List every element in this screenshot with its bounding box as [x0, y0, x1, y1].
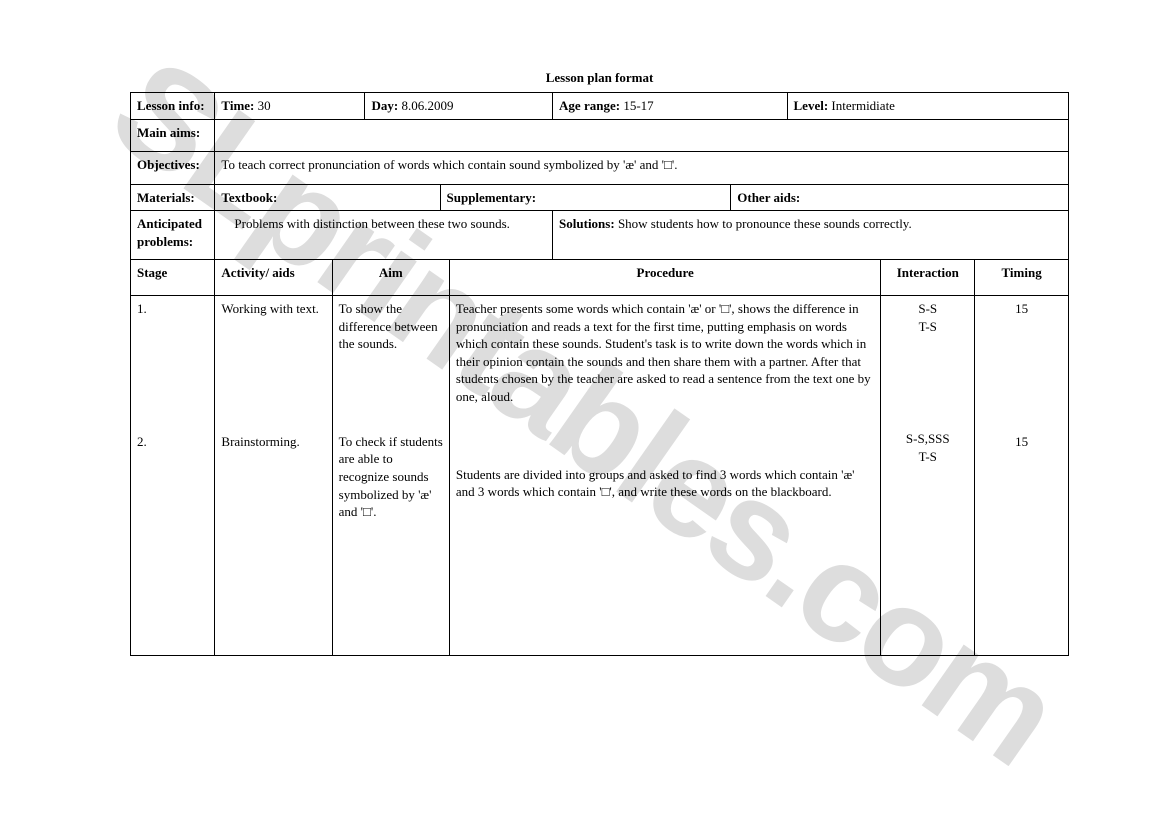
procedure-2: Students are divided into groups and ask… [456, 466, 874, 501]
solutions-label: Solutions: [559, 216, 615, 231]
anticipated-value: Problems with distinction between these … [215, 211, 553, 260]
procedure-1: Teacher presents some words which contai… [456, 300, 874, 405]
interaction-header: Interaction [881, 260, 975, 296]
activity-1: Working with text. [221, 300, 325, 318]
time-value: 30 [258, 98, 271, 113]
solutions-cell: Solutions: Show students how to pronounc… [553, 211, 1069, 260]
interaction-2a: S-S,SSS [887, 430, 968, 448]
lesson-plan-table: Lesson info: Time: 30 Day: 8.06.2009 Age… [130, 92, 1069, 260]
day-cell: Day: 8.06.2009 [365, 93, 553, 120]
problems-row: Anticipated problems: Problems with dist… [131, 211, 1069, 260]
other-aids-label: Other aids: [731, 184, 1069, 211]
stage-num-2: 2. [137, 433, 208, 451]
stage-header: Stage [131, 260, 215, 296]
age-value: 15-17 [623, 98, 653, 113]
stages-header-row: Stage Activity/ aids Aim Procedure Inter… [131, 260, 1069, 296]
stages-table: Stage Activity/ aids Aim Procedure Inter… [130, 260, 1069, 657]
interaction-cell: S-S T-S S-S,SSS T-S [881, 296, 975, 656]
lesson-info-label: Lesson info: [131, 93, 215, 120]
objectives-value: To teach correct pronunciation of words … [215, 152, 1069, 185]
solutions-value: Show students how to pronounce these sou… [618, 216, 912, 231]
timing-2: 15 [981, 433, 1062, 451]
level-cell: Level: Intermidiate [787, 93, 1068, 120]
objectives-label: Objectives: [131, 152, 215, 185]
day-value: 8.06.2009 [401, 98, 453, 113]
interaction-2b: T-S [887, 448, 968, 466]
activity-2: Brainstorming. [221, 433, 325, 451]
aim-cell: To show the difference between the sound… [332, 296, 449, 656]
time-cell: Time: 30 [215, 93, 365, 120]
stage-num-cell: 1. 2. [131, 296, 215, 656]
level-label: Level: [794, 98, 829, 113]
textbook-label: Textbook: [215, 184, 440, 211]
aim-2: To check if students are able to recogni… [339, 433, 443, 521]
info-row: Lesson info: Time: 30 Day: 8.06.2009 Age… [131, 93, 1069, 120]
day-label: Day: [371, 98, 398, 113]
supplementary-label: Supplementary: [440, 184, 731, 211]
anticipated-label: Anticipated problems: [131, 211, 215, 260]
page-container: Lesson plan format Lesson info: Time: 30… [0, 0, 1169, 676]
timing-header: Timing [975, 260, 1069, 296]
objectives-row: Objectives: To teach correct pronunciati… [131, 152, 1069, 185]
interaction-1b: T-S [887, 318, 968, 336]
level-value: Intermidiate [831, 98, 895, 113]
activity-header: Activity/ aids [215, 260, 332, 296]
activity-cell: Working with text. Brainstorming. [215, 296, 332, 656]
procedure-cell: Teacher presents some words which contai… [449, 296, 880, 656]
procedure-header: Procedure [449, 260, 880, 296]
aim-1: To show the difference between the sound… [339, 300, 443, 353]
main-aims-label: Main aims: [131, 119, 215, 152]
stages-body-row: 1. 2. Working with text. Brainstorming. … [131, 296, 1069, 656]
age-label: Age range: [559, 98, 620, 113]
main-aims-row: Main aims: [131, 119, 1069, 152]
aim-header: Aim [332, 260, 449, 296]
timing-1: 15 [981, 300, 1062, 318]
interaction-1a: S-S [887, 300, 968, 318]
document-title: Lesson plan format [130, 70, 1069, 86]
main-aims-value [215, 119, 1069, 152]
age-cell: Age range: 15-17 [553, 93, 787, 120]
time-label: Time: [221, 98, 254, 113]
materials-row: Materials: Textbook: Supplementary: Othe… [131, 184, 1069, 211]
stage-num-1: 1. [137, 300, 208, 318]
materials-label: Materials: [131, 184, 215, 211]
timing-cell: 15 15 [975, 296, 1069, 656]
